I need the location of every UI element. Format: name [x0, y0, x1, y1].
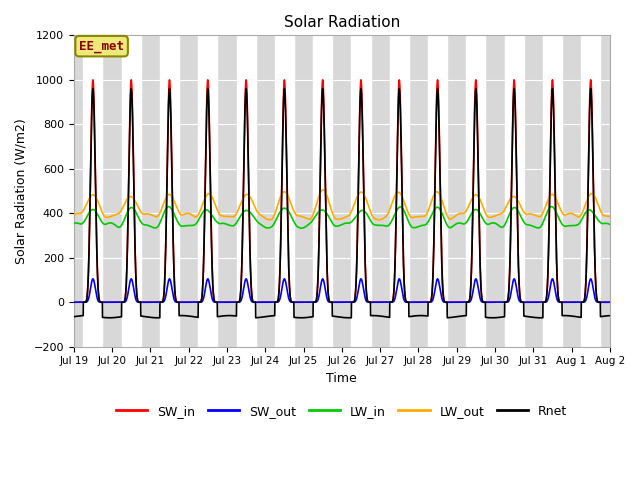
Bar: [620, 36, 639, 347]
Bar: [160, 36, 179, 347]
Bar: [122, 36, 141, 347]
Title: Solar Radiation: Solar Radiation: [284, 15, 400, 30]
Bar: [390, 36, 409, 347]
Text: EE_met: EE_met: [79, 40, 124, 53]
Bar: [83, 36, 102, 347]
Legend: SW_in, SW_out, LW_in, LW_out, Rnet: SW_in, SW_out, LW_in, LW_out, Rnet: [111, 400, 572, 423]
Y-axis label: Solar Radiation (W/m2): Solar Radiation (W/m2): [15, 118, 28, 264]
Bar: [467, 36, 485, 347]
Bar: [198, 36, 218, 347]
Bar: [543, 36, 562, 347]
Bar: [237, 36, 255, 347]
Bar: [351, 36, 371, 347]
Bar: [313, 36, 332, 347]
Bar: [275, 36, 294, 347]
Bar: [504, 36, 524, 347]
Bar: [581, 36, 600, 347]
X-axis label: Time: Time: [326, 372, 357, 385]
Bar: [428, 36, 447, 347]
